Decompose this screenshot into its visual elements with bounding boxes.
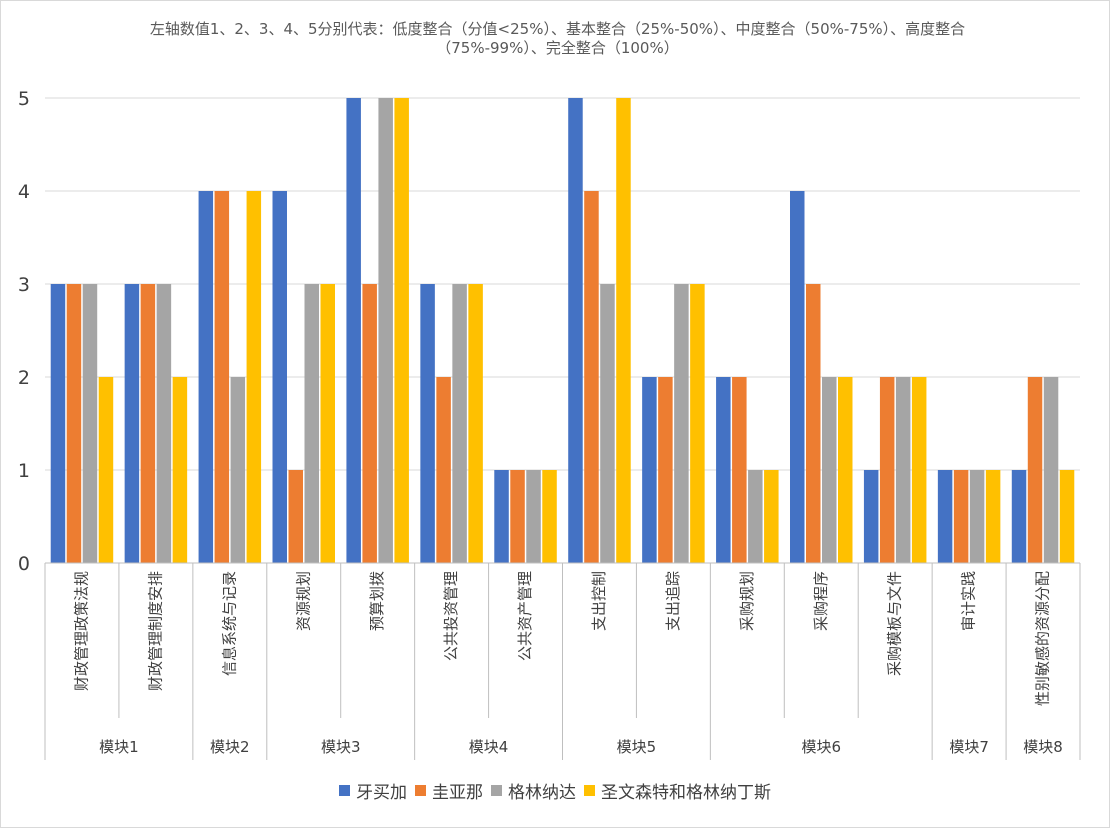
legend-swatch (339, 785, 350, 796)
chart-legend: 牙买加 圭亚那 格林纳达 圣文森特和格林纳丁斯 (0, 778, 1110, 803)
legend-swatch (491, 785, 502, 796)
legend-label: 格林纳达 (508, 783, 576, 803)
bar-2-4 (378, 98, 393, 563)
category-label: 预算划拨 (368, 571, 386, 631)
bar-3-10 (838, 377, 853, 563)
category-label: 采购规划 (738, 571, 756, 631)
group-label: 模块1 (99, 738, 139, 756)
bar-1-9 (732, 377, 747, 563)
bar-2-8 (674, 284, 689, 563)
bar-3-6 (542, 470, 557, 563)
bar-2-6 (526, 470, 541, 563)
group-label: 模块6 (801, 738, 841, 756)
bar-1-11 (879, 377, 895, 563)
group-label: 模块3 (321, 738, 361, 756)
group-label: 模块7 (949, 738, 989, 756)
y-tick-label: 2 (18, 367, 30, 389)
bar-2-2 (230, 377, 246, 563)
legend-item: 格林纳达 (491, 778, 576, 803)
bar-1-1 (140, 284, 156, 563)
chart-title: 左轴数值1、2、3、4、5分别代表：低度整合（分值<25%）、基本整合（25%-… (149, 20, 966, 57)
category-label: 支出追踪 (664, 571, 682, 631)
category-label: 财政管理政策法规 (72, 571, 90, 691)
bar-0-7 (568, 98, 583, 563)
category-label: 信息系统与记录 (220, 571, 238, 676)
bar-2-11 (895, 377, 911, 563)
bar-2-9 (748, 470, 763, 563)
bar-0-1 (124, 284, 140, 563)
legend-swatch (415, 785, 426, 796)
bar-2-1 (156, 284, 172, 563)
category-label: 财政管理制度安排 (146, 571, 164, 691)
bar-0-0 (50, 284, 66, 563)
y-tick-label: 1 (18, 460, 30, 482)
y-tick-label: 4 (18, 181, 30, 203)
bar-2-3 (304, 284, 319, 563)
bar-1-5 (436, 377, 451, 563)
bar-1-2 (214, 191, 230, 563)
bar-0-13 (1011, 470, 1027, 563)
category-label: 性别敏感的资源分配 (1034, 571, 1052, 706)
legend-label: 圭亚那 (432, 783, 483, 803)
bar-1-6 (510, 470, 525, 563)
bar-3-12 (985, 470, 1001, 563)
category-label: 支出控制 (590, 571, 608, 631)
category-label: 审计实践 (960, 571, 978, 631)
bar-0-11 (863, 470, 879, 563)
bar-3-11 (911, 377, 927, 563)
y-tick-label: 0 (18, 553, 30, 575)
bar-1-0 (66, 284, 82, 563)
group-label: 模块5 (617, 738, 657, 756)
category-label: 公共资产管理 (516, 571, 534, 661)
bar-0-6 (494, 470, 509, 563)
bar-1-10 (806, 284, 821, 563)
bar-3-0 (98, 377, 114, 563)
bar-0-2 (198, 191, 214, 563)
bar-0-8 (642, 377, 657, 563)
legend-item: 圣文森特和格林纳丁斯 (584, 778, 771, 803)
bar-1-7 (584, 191, 599, 563)
bar-1-13 (1027, 377, 1043, 563)
bar-1-8 (658, 377, 673, 563)
bar-2-10 (822, 377, 837, 563)
category-label: 采购程序 (812, 571, 830, 631)
group-label: 模块8 (1023, 738, 1063, 756)
legend-item: 牙买加 (339, 778, 407, 803)
category-label: 公共投资管理 (442, 571, 460, 661)
legend-label: 牙买加 (356, 783, 407, 803)
legend-label: 圣文森特和格林纳丁斯 (601, 783, 771, 803)
bar-3-13 (1059, 470, 1075, 563)
bar-2-13 (1043, 377, 1059, 563)
bar-0-5 (420, 284, 435, 563)
group-label: 模块2 (210, 738, 250, 756)
bar-3-7 (616, 98, 631, 563)
bar-3-5 (468, 284, 483, 563)
bar-0-12 (937, 470, 953, 563)
category-label: 采购模板与文件 (886, 571, 904, 676)
bar-2-7 (600, 284, 615, 563)
bar-1-4 (362, 284, 377, 563)
legend-item: 圭亚那 (415, 778, 483, 803)
bar-2-0 (82, 284, 98, 563)
legend-swatch (584, 785, 595, 796)
bar-3-3 (320, 284, 335, 563)
category-label: 资源规划 (294, 571, 312, 631)
group-label: 模块4 (469, 738, 509, 756)
bar-2-12 (969, 470, 985, 563)
bar-3-4 (394, 98, 409, 563)
bar-0-3 (272, 191, 287, 563)
bar-1-12 (953, 470, 969, 563)
bar-0-4 (346, 98, 361, 563)
bar-1-3 (288, 470, 303, 563)
bar-2-5 (452, 284, 467, 563)
y-tick-label: 5 (18, 88, 30, 110)
bar-3-9 (764, 470, 779, 563)
bar-0-9 (716, 377, 731, 563)
bar-3-8 (690, 284, 705, 563)
bar-0-10 (790, 191, 805, 563)
y-tick-label: 3 (18, 274, 30, 296)
bar-3-1 (172, 377, 188, 563)
bar-3-2 (246, 191, 262, 563)
